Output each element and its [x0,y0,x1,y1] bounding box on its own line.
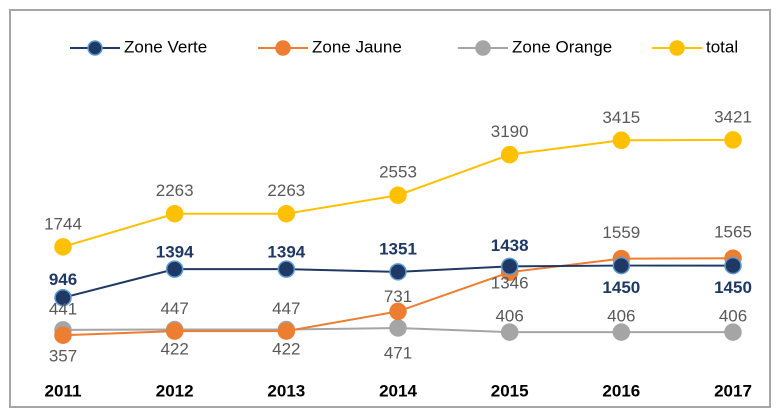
data-point [724,131,742,149]
x-tick-label: 2012 [156,381,194,400]
data-label: 1351 [379,239,417,258]
data-label: 447 [272,299,300,318]
data-label: 1394 [267,243,305,262]
data-label: 731 [384,287,412,306]
data-point [389,263,407,281]
data-label: 2263 [156,181,194,200]
legend-marker [669,40,685,56]
data-label: 3421 [714,107,752,126]
data-label: 441 [49,299,77,318]
legend-label: Zone Orange [512,37,612,56]
data-label: 447 [160,299,188,318]
data-label: 406 [607,307,635,326]
x-tick-label: 2017 [714,381,752,400]
data-point [389,319,407,337]
data-point [389,302,407,321]
data-point [724,256,742,275]
frame [9,9,771,408]
data-label: 357 [49,347,77,366]
legend-marker [275,40,291,56]
data-label: 1438 [491,236,529,255]
data-point [500,257,519,276]
x-tick-label: 2014 [379,381,417,400]
x-tick-label: 2011 [45,381,82,400]
data-label: 1565 [714,223,752,242]
x-tick-label: 2016 [602,381,640,400]
data-point [724,323,742,341]
data-point [612,131,631,150]
data-label: 471 [384,343,412,362]
data-point [54,288,72,307]
data-point [612,323,631,341]
legend-label: Zone Verte [124,37,207,56]
data-point [500,323,519,341]
data-point [54,238,72,256]
data-point [500,145,519,164]
data-label: 3190 [491,122,529,141]
data-label: 1559 [602,223,640,242]
data-label: 422 [272,340,300,359]
data-label: 406 [495,307,523,326]
data-point [389,186,407,204]
data-point [54,326,72,344]
data-label: 422 [160,340,188,359]
x-tick-label: 2015 [491,381,529,400]
data-label: 1394 [156,243,194,262]
data-label: 946 [49,270,77,289]
data-point [277,204,296,223]
legend-marker [87,40,103,56]
data-label: 2553 [379,163,417,182]
data-point [612,256,631,275]
legend-label: total [706,37,738,56]
data-label: 406 [719,307,747,326]
data-point [165,322,184,340]
legend-label: Zone Jaune [312,37,402,56]
data-label: 1450 [602,278,640,297]
data-label: 1744 [44,214,82,233]
x-tick-label: 2013 [267,381,305,400]
data-point [277,322,296,340]
data-label: 2263 [267,181,305,200]
legend-marker [475,40,491,56]
data-point [165,260,184,278]
data-point [165,204,184,223]
data-point [277,260,296,278]
data-label: 1450 [714,278,752,297]
data-label: 1346 [491,274,529,293]
data-label: 3415 [602,108,640,127]
